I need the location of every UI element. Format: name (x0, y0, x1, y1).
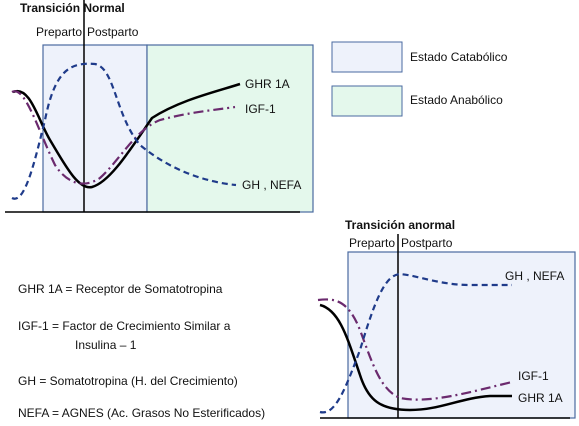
gh-nefa-curve (11, 62, 237, 200)
definition: Insulina – 1 (75, 338, 137, 352)
label: IGF-1 (518, 369, 549, 383)
definition: NEFA = AGNES (Ac. Grasos No Esterificado… (18, 406, 265, 420)
igf-curve (11, 90, 236, 185)
label: IGF-1 (245, 102, 276, 116)
ghr-curve (319, 303, 512, 412)
label: Postparto (401, 236, 453, 250)
label: Preparto (36, 25, 82, 39)
label: GH , NEFA (242, 178, 301, 192)
catabolic-zone (347, 251, 576, 419)
gh-nefa-curve (319, 272, 512, 414)
label: Preparto (349, 236, 395, 250)
ghr-curve (12, 82, 241, 189)
title: Transición Normal (20, 1, 125, 15)
label: GHR 1A (518, 391, 563, 405)
definition: IGF-1 = Factor de Crecimiento Similar a (18, 319, 231, 333)
legend-label: Estado Anabólico (410, 93, 503, 107)
label: Postparto (87, 25, 139, 39)
catabolic-zone (42, 44, 148, 213)
title: Transición anormal (345, 218, 455, 232)
igf-curve (317, 298, 513, 401)
definition: GH = Somatotropina (H. del Crecimiento) (18, 374, 238, 388)
label: GH , NEFA (505, 269, 564, 283)
legend-swatch (331, 41, 403, 73)
legend-swatch (331, 85, 403, 117)
label: GHR 1A (245, 77, 290, 91)
anabolic-zone (146, 44, 314, 213)
legend-label: Estado Catabólico (410, 50, 508, 64)
definition: GHR 1A = Receptor de Somatotropina (18, 282, 223, 296)
